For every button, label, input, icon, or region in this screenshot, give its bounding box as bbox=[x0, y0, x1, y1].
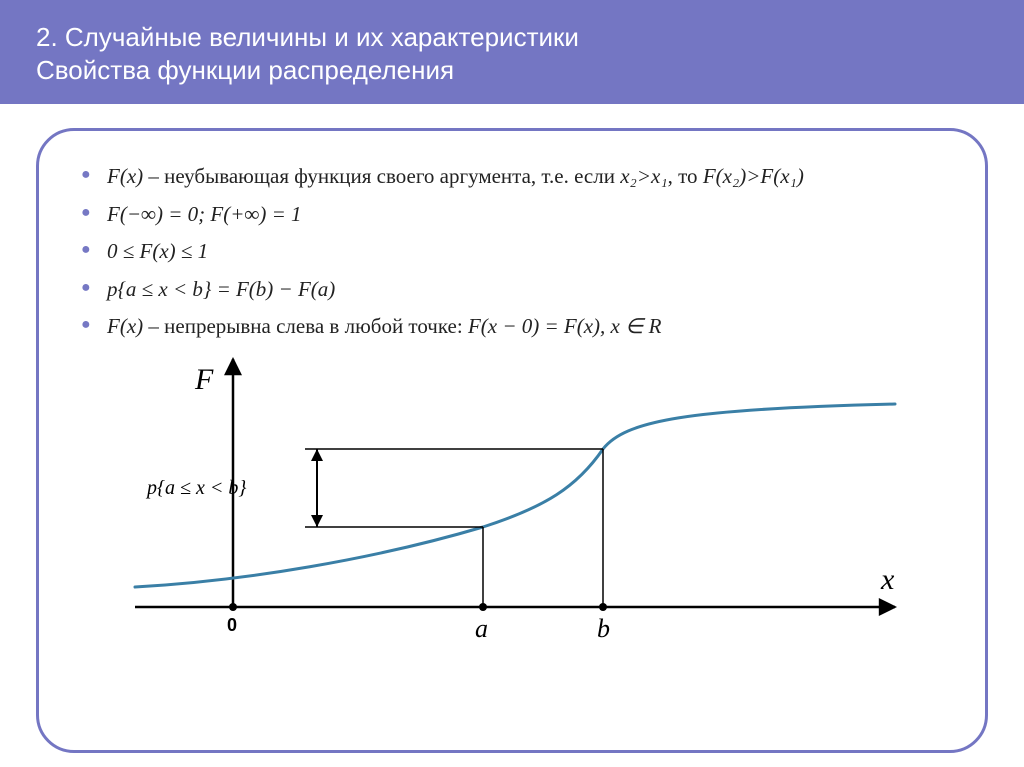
svg-text:F: F bbox=[194, 363, 214, 396]
b1-prefix: F(x) bbox=[107, 164, 143, 188]
svg-text:b: b bbox=[597, 614, 610, 643]
bullet-5: F(x) – непрерывна слева в любой точке: F… bbox=[79, 311, 951, 343]
bullet-4: p{a ≤ x < b} = F(b) − F(a) bbox=[79, 274, 951, 306]
bullet-list: F(x) – неубывающая функция своего аргуме… bbox=[79, 161, 951, 343]
svg-text:0: 0 bbox=[227, 615, 237, 635]
b1-then: , то bbox=[668, 164, 703, 188]
b5-formula: F(x − 0) = F(x), x ∈ R bbox=[468, 314, 662, 338]
svg-text:a: a bbox=[475, 614, 488, 643]
chart-container: Fx 0 a b p{a ≤ x < b} bbox=[79, 349, 951, 659]
bullet-3: 0 ≤ F(x) ≤ 1 bbox=[79, 236, 951, 268]
bullet-2: F(−∞) = 0; F(+∞) = 1 bbox=[79, 199, 951, 231]
bullet-1: F(x) – неубывающая функция своего аргуме… bbox=[79, 161, 951, 193]
slide-header: 2. Случайные величины и их характеристик… bbox=[0, 0, 1024, 104]
content-frame: F(x) – неубывающая функция своего аргуме… bbox=[36, 128, 988, 753]
svg-text:p{a ≤ x < b}: p{a ≤ x < b} bbox=[145, 477, 246, 499]
b1-res: F(x₂)>F(x₁) bbox=[703, 164, 804, 188]
header-line2: Свойства функции распределения bbox=[36, 55, 988, 86]
svg-text:x: x bbox=[880, 563, 895, 596]
b1-text: – неубывающая функция своего аргумента, … bbox=[143, 164, 620, 188]
header-line1: 2. Случайные величины и их характеристик… bbox=[36, 22, 988, 53]
b1-cond: x₂>x₁ bbox=[620, 164, 667, 188]
cdf-chart: Fx 0 a b p{a ≤ x < b} bbox=[125, 349, 905, 659]
b5-text: – непрерывна слева в любой точке: bbox=[143, 314, 468, 338]
b5-prefix: F(x) bbox=[107, 314, 143, 338]
